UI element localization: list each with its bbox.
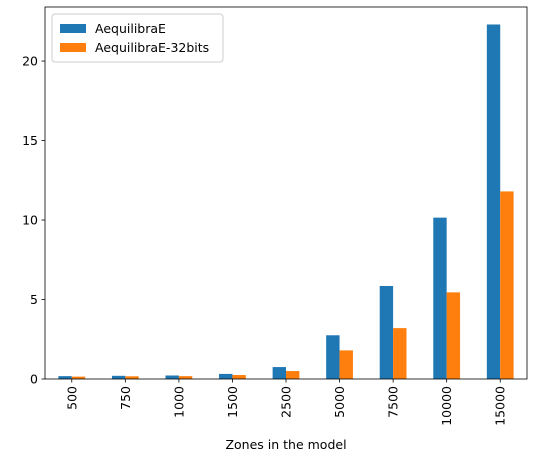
legend-entries: AequilibraE AequilibraE-32bits	[60, 21, 209, 55]
bar-aequilibrae-32bits-10000	[446, 292, 461, 379]
y-tick-label: 10	[22, 213, 38, 228]
bar-aequilibrae-1000	[165, 375, 179, 379]
bar-aequilibrae-750	[111, 375, 126, 379]
bar-aequilibrae-15000	[486, 24, 501, 379]
x-tick-label: 1500	[225, 386, 240, 418]
y-tick-label: 15	[22, 133, 38, 148]
legend-swatch	[60, 43, 86, 52]
x-axis: 500 750 1000 1500 2500 5000 7500 10000 15000	[64, 379, 508, 426]
x-tick-label: 15000	[493, 386, 508, 426]
plot-frame	[44, 6, 528, 380]
x-tick-label: 10000	[439, 386, 454, 426]
x-tick-label: 5000	[332, 386, 347, 418]
bar-aequilibrae-32bits-5000	[339, 350, 353, 379]
bar-aequilibrae-2500	[272, 367, 286, 379]
bar-aequilibrae-32bits-2500	[286, 371, 300, 379]
bars-group	[58, 24, 514, 379]
y-tick-label: 0	[30, 372, 38, 387]
bar-aequilibrae-5000	[326, 335, 340, 379]
y-axis: 0 5 10 15 20	[22, 54, 45, 387]
y-tick-label: 20	[22, 54, 38, 69]
bar-aequilibrae-32bits-500	[71, 376, 86, 379]
legend-label: AequilibraE	[95, 21, 166, 36]
legend-box	[51, 13, 224, 63]
y-tick-label: 5	[30, 292, 38, 307]
bar-aequilibrae-500	[58, 376, 72, 379]
bar-aequilibrae-10000	[433, 217, 447, 379]
bar-aequilibrae-1500	[219, 373, 233, 379]
legend-swatch	[60, 24, 86, 33]
x-tick-label: 750	[118, 386, 133, 410]
bar-aequilibrae-32bits-1500	[232, 375, 246, 379]
bar-aequilibrae-7500	[379, 286, 394, 379]
bar-aequilibrae-32bits-7500	[393, 328, 407, 379]
x-tick-label: 2500	[279, 386, 294, 418]
legend-label: AequilibraE-32bits	[95, 40, 209, 55]
bar-aequilibrae-32bits-15000	[500, 191, 514, 379]
x-axis-label: Zones in the model	[225, 437, 346, 452]
x-tick-label: 500	[64, 386, 79, 410]
bar-aequilibrae-32bits-1000	[178, 376, 193, 379]
x-tick-label: 7500	[386, 386, 401, 418]
bar-aequilibrae-32bits-750	[125, 376, 139, 379]
x-tick-label: 1000	[171, 386, 186, 418]
legend: AequilibraE AequilibraE-32bits	[51, 13, 224, 63]
